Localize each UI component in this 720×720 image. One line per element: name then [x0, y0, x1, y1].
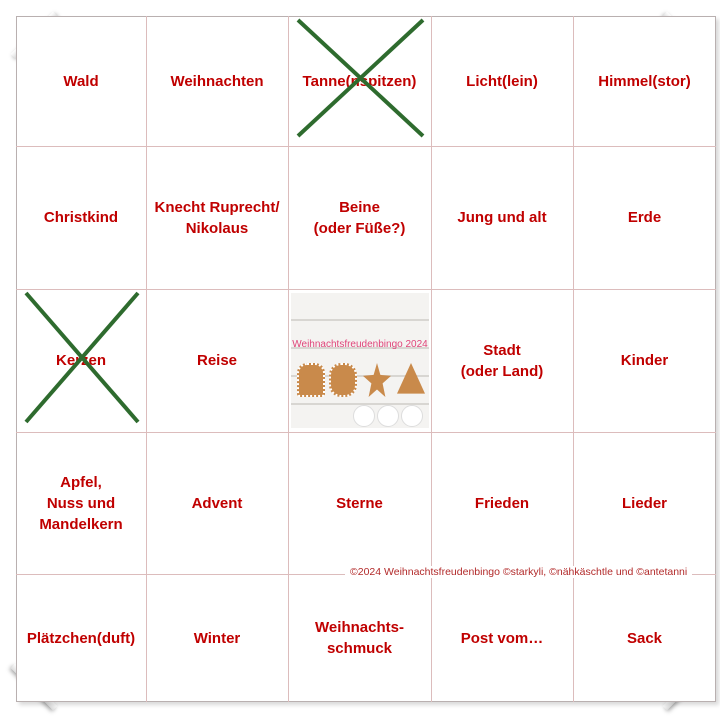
gingerbread-house — [297, 363, 325, 397]
gingerbread-star — [363, 363, 391, 397]
bingo-cell[interactable]: Jung und alt — [457, 209, 547, 226]
logo-badge — [353, 405, 375, 427]
grid-line — [146, 16, 147, 702]
grid-line — [16, 289, 716, 290]
bingo-cell[interactable]: Advent — [191, 494, 243, 512]
gingerbread-tree — [397, 363, 425, 394]
bingo-cell[interactable]: Frieden — [474, 494, 530, 512]
center-image: Weihnachtsfreudenbingo 2024 — [291, 293, 429, 428]
bingo-cell[interactable]: Licht(lein) — [466, 72, 538, 90]
grid-line — [288, 16, 289, 702]
bingo-cell[interactable]: Weihnachts- schmuck — [315, 619, 404, 657]
bingo-cell[interactable]: Apfel, Nuss und Mandelkern — [39, 473, 123, 533]
bingo-cell[interactable]: Tanne(nspitzen) — [302, 72, 417, 90]
copyright-text: ©2024 Weihnachtsfreudenbingo ©starkyli, … — [345, 566, 693, 578]
bingo-cell[interactable]: Knecht Ruprecht/ Nikolaus — [154, 198, 280, 237]
grid-line — [16, 432, 716, 433]
bingo-cell[interactable]: Winter — [193, 629, 241, 647]
bingo-cell[interactable]: Post vom… — [460, 629, 544, 647]
bingo-cell[interactable]: Christkind — [43, 209, 119, 226]
bingo-cell[interactable]: Weihnachten — [170, 72, 264, 90]
bingo-cell[interactable]: Beine (oder Füße?) — [313, 198, 406, 237]
center-image-title: Weihnachtsfreudenbingo 2024 — [292, 339, 428, 350]
grid-line — [431, 16, 432, 702]
bingo-cell[interactable]: Erde — [627, 209, 662, 226]
bingo-cell[interactable]: Stadt (oder Land) — [460, 341, 544, 380]
bingo-cell[interactable]: Reise — [196, 352, 238, 369]
bingo-cell[interactable]: Sack — [626, 629, 663, 647]
bingo-cell[interactable]: Sterne — [336, 494, 383, 512]
grid-line — [573, 16, 574, 702]
logo-badge — [377, 405, 399, 427]
logo-badge — [401, 405, 423, 427]
bingo-cell[interactable]: Plätzchen(duft) — [26, 629, 136, 647]
bingo-cell[interactable]: Wald — [63, 72, 99, 90]
grid-line — [16, 146, 716, 147]
footer-rule — [316, 574, 346, 575]
gingerbread-man — [329, 363, 357, 397]
bingo-cell[interactable]: Kinder — [620, 352, 669, 369]
bingo-cell[interactable]: Kerzen — [55, 352, 107, 369]
bingo-cell[interactable]: Himmel(stor) — [598, 72, 691, 90]
bingo-cell[interactable]: Lieder — [621, 494, 667, 512]
